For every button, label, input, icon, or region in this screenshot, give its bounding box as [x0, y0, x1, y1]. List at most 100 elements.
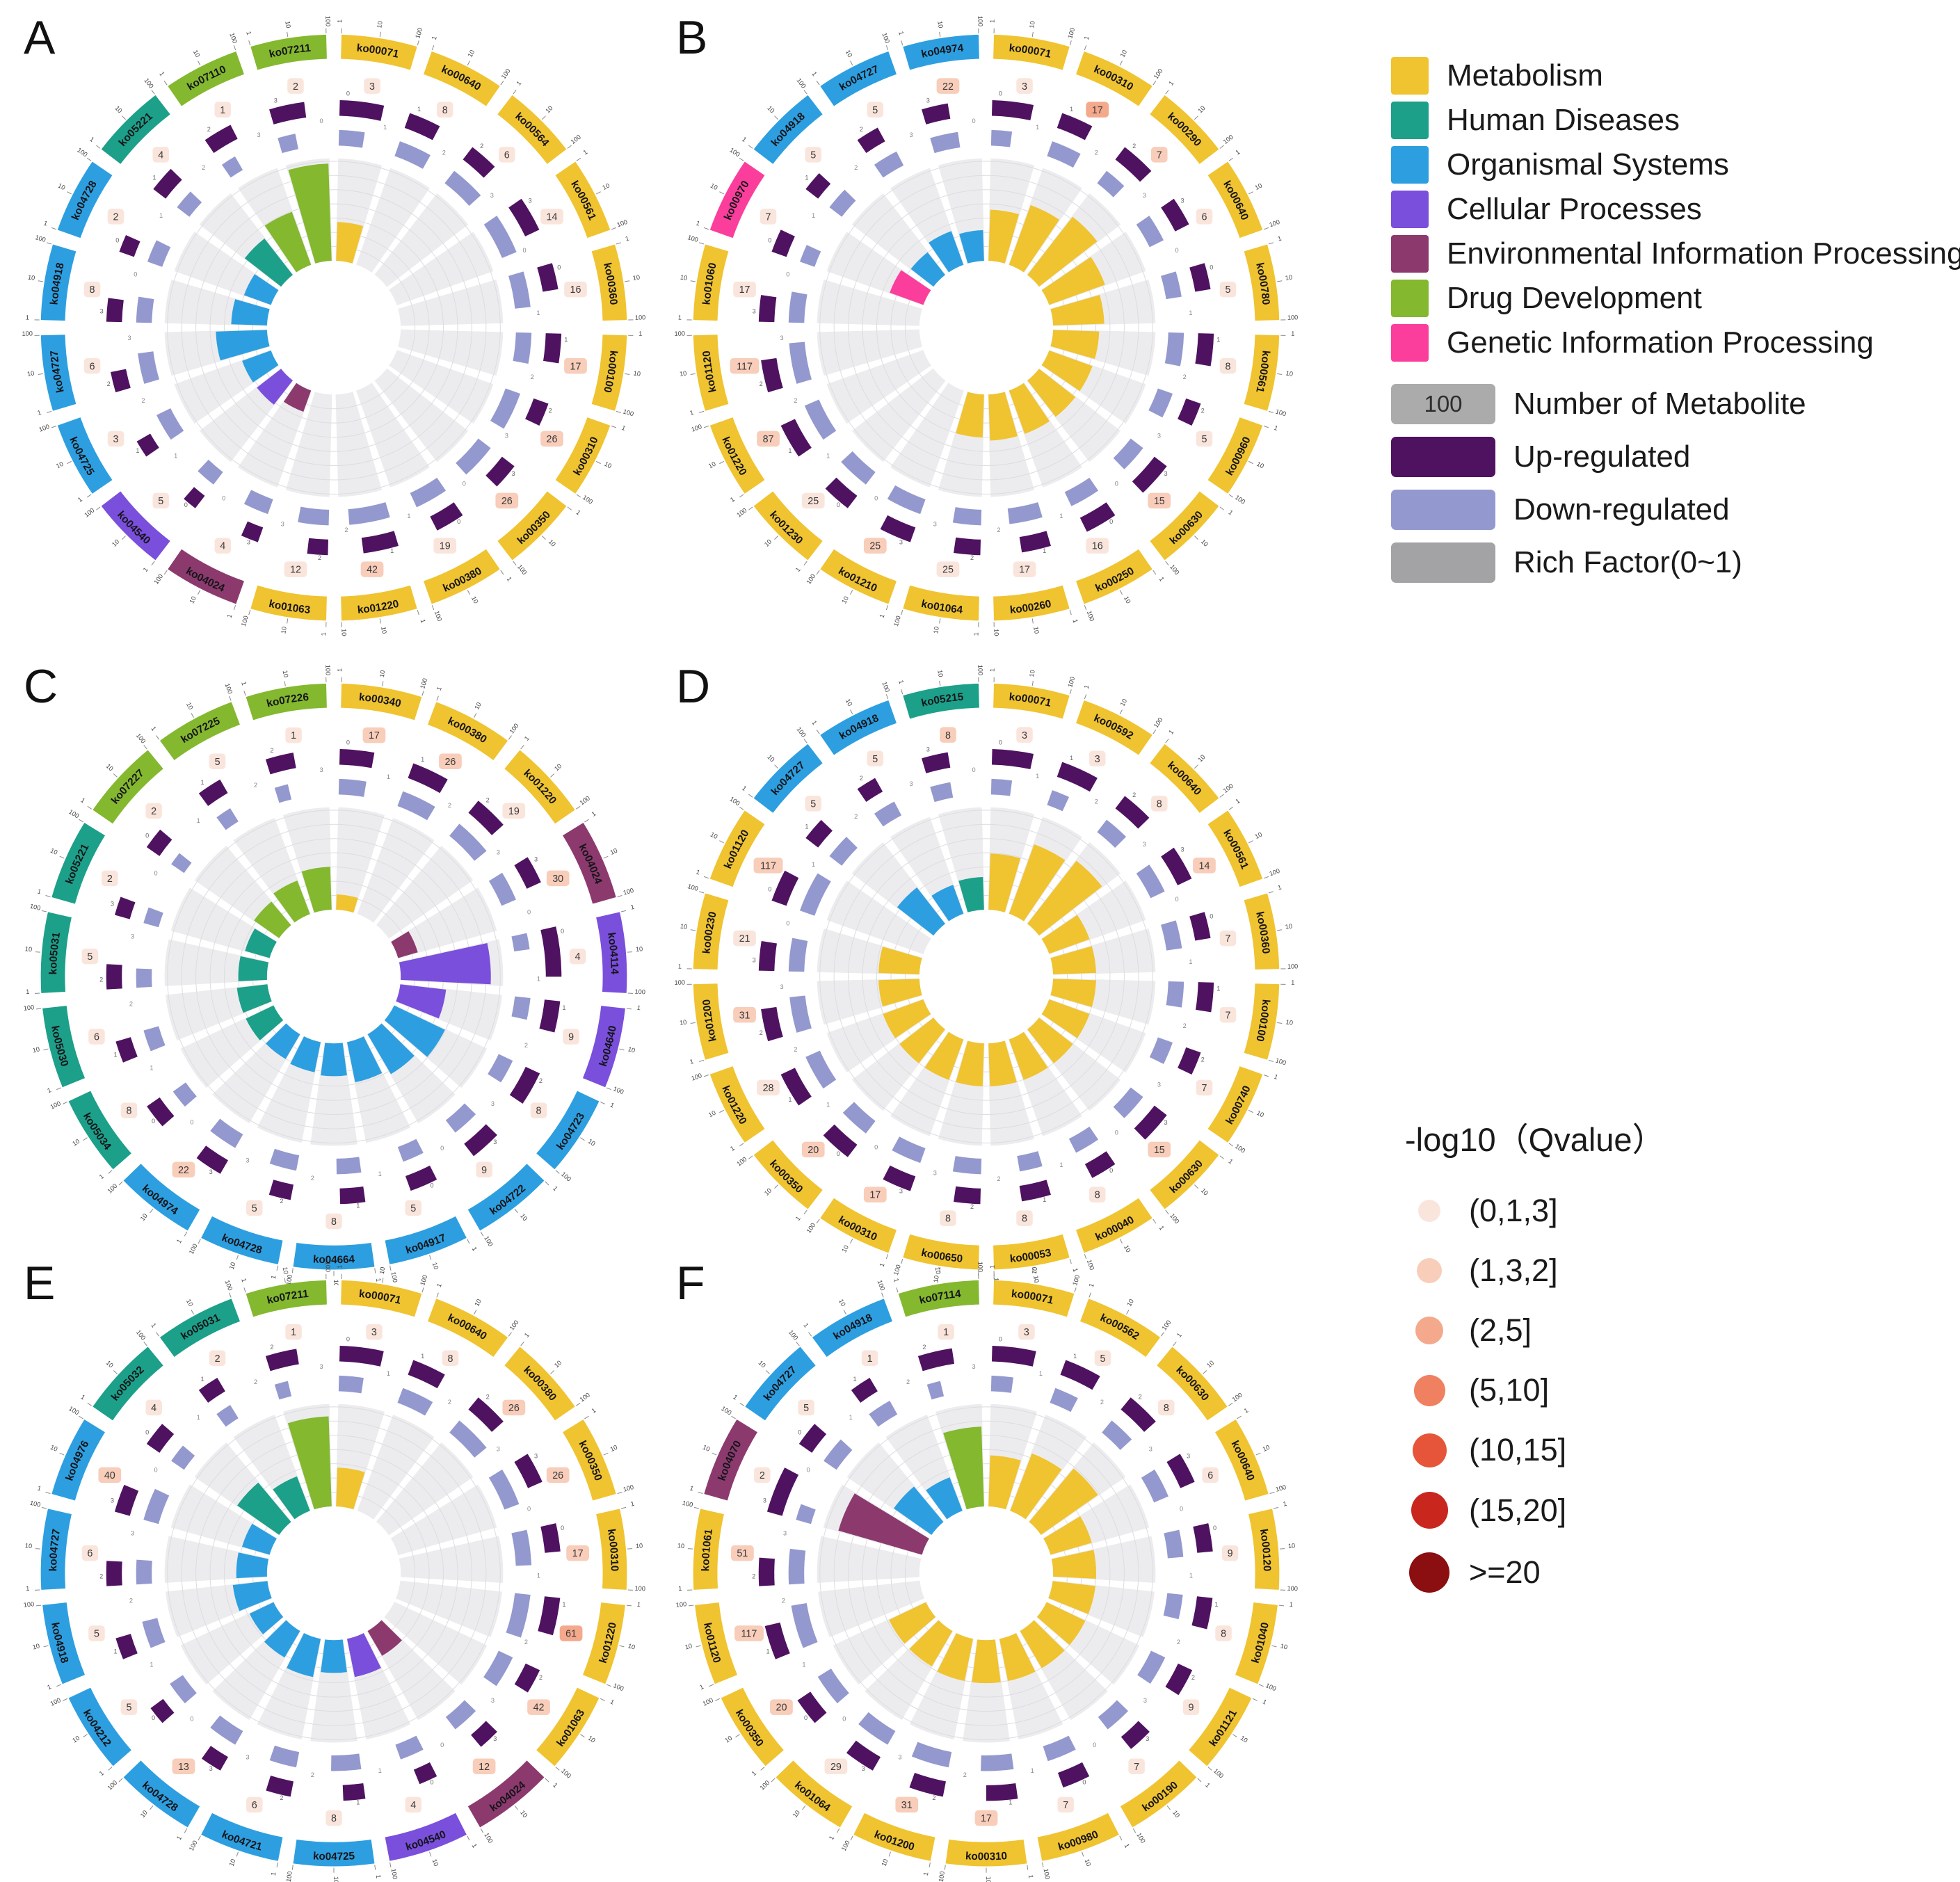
svg-text:3: 3 [933, 520, 937, 527]
svg-text:100: 100 [389, 1271, 399, 1283]
svg-text:3: 3 [933, 1169, 937, 1176]
svg-text:1: 1 [1070, 755, 1073, 762]
svg-text:3: 3 [1095, 754, 1100, 765]
svg-text:1: 1 [636, 1601, 641, 1608]
svg-text:2: 2 [129, 1597, 133, 1604]
svg-text:2: 2 [906, 1378, 910, 1385]
svg-text:61: 61 [565, 1629, 577, 1640]
svg-text:100: 100 [682, 1499, 693, 1509]
svg-text:100: 100 [612, 1085, 625, 1095]
svg-text:100: 100 [1234, 1143, 1246, 1155]
qvalue-bin-6: (15,20] [1405, 1492, 1665, 1529]
svg-text:2: 2 [293, 81, 298, 93]
svg-text:1: 1 [26, 988, 30, 995]
svg-text:5: 5 [94, 1629, 99, 1640]
svg-text:100: 100 [1275, 408, 1287, 417]
svg-text:ko00310: ko00310 [605, 1528, 620, 1571]
svg-text:10: 10 [1084, 1858, 1093, 1867]
svg-text:1: 1 [1083, 684, 1091, 690]
svg-text:1: 1 [435, 686, 443, 691]
svg-text:2: 2 [311, 1175, 314, 1182]
svg-text:10: 10 [837, 1298, 847, 1308]
svg-text:1: 1 [1043, 547, 1046, 554]
svg-text:13: 13 [178, 1762, 189, 1773]
svg-text:3: 3 [1180, 846, 1184, 853]
svg-text:3: 3 [491, 1697, 495, 1704]
svg-text:0: 0 [972, 766, 975, 773]
svg-text:17: 17 [572, 1548, 584, 1559]
pathway-segment: ko01061 1 10 100 2 3 51 [677, 1499, 806, 1592]
svg-text:5: 5 [126, 1703, 131, 1714]
svg-text:1: 1 [1216, 337, 1220, 344]
svg-text:8: 8 [331, 1813, 337, 1824]
svg-text:0: 0 [1115, 480, 1118, 487]
svg-text:1: 1 [356, 1799, 360, 1806]
svg-text:2: 2 [1100, 1399, 1104, 1406]
svg-text:10: 10 [609, 1444, 618, 1453]
svg-text:10: 10 [228, 1858, 237, 1867]
svg-text:100: 100 [570, 134, 582, 145]
drug-development-swatch [1391, 280, 1429, 317]
svg-text:9: 9 [1228, 1548, 1233, 1559]
svg-text:17: 17 [869, 1190, 881, 1201]
svg-text:10: 10 [985, 1876, 992, 1882]
svg-text:10: 10 [766, 753, 776, 763]
qvalue-circle [1418, 1200, 1440, 1222]
svg-text:2: 2 [1201, 1056, 1205, 1063]
svg-text:100: 100 [1152, 67, 1164, 80]
svg-text:100: 100 [1168, 563, 1180, 576]
svg-text:10: 10 [519, 1809, 529, 1819]
svg-text:14: 14 [1199, 861, 1210, 872]
svg-text:51: 51 [737, 1548, 748, 1559]
svg-text:1: 1 [678, 1585, 682, 1592]
svg-text:1: 1 [88, 136, 95, 143]
svg-text:0: 0 [561, 928, 564, 935]
svg-text:2: 2 [141, 397, 145, 404]
qvalue-bin-label: (0,1,3] [1469, 1193, 1558, 1228]
svg-text:100: 100 [560, 1171, 572, 1183]
svg-text:1: 1 [1243, 1407, 1250, 1415]
svg-text:100: 100 [892, 615, 902, 627]
svg-text:100: 100 [152, 573, 164, 586]
svg-text:1: 1 [636, 1004, 641, 1011]
svg-text:10: 10 [431, 1858, 440, 1867]
svg-text:22: 22 [942, 81, 954, 93]
pathway-segment: ko04114 1 10 100 0 1 4 [399, 903, 645, 995]
svg-text:0: 0 [440, 1145, 444, 1152]
svg-text:1: 1 [1039, 1370, 1043, 1377]
up-regulated-label: Up-regulated [1513, 440, 1691, 474]
svg-text:100: 100 [579, 1392, 591, 1404]
svg-text:3: 3 [898, 1753, 901, 1760]
svg-text:2: 2 [207, 126, 211, 133]
svg-text:1: 1 [878, 1262, 885, 1268]
svg-text:1: 1 [390, 547, 394, 554]
svg-text:2: 2 [539, 1674, 543, 1681]
qvalue-bin-3: (2,5] [1405, 1312, 1665, 1349]
svg-text:100: 100 [500, 67, 512, 80]
qvalue-bin-2: (1,3,2] [1405, 1253, 1665, 1289]
svg-text:10: 10 [1028, 669, 1036, 677]
panel-label-b: B [676, 11, 708, 64]
svg-text:1: 1 [471, 1246, 479, 1252]
svg-text:3: 3 [281, 520, 284, 527]
svg-text:10: 10 [609, 847, 618, 856]
svg-text:17: 17 [1019, 565, 1030, 576]
svg-text:2: 2 [1139, 1393, 1142, 1400]
svg-text:100: 100 [389, 1868, 399, 1880]
grid-rings [819, 161, 1153, 494]
svg-text:100: 100 [1275, 1056, 1287, 1066]
svg-text:0: 0 [527, 1506, 531, 1513]
svg-text:10: 10 [284, 20, 291, 29]
svg-text:1: 1 [245, 31, 252, 36]
svg-text:100: 100 [340, 629, 347, 636]
svg-text:0: 0 [837, 501, 840, 508]
svg-text:3: 3 [497, 848, 500, 855]
svg-text:17: 17 [1092, 105, 1103, 116]
qvalue-bin-label: >=20 [1469, 1554, 1541, 1590]
svg-text:10: 10 [332, 1876, 339, 1882]
legend-item-organismal-systems: Organismal Systems [1391, 146, 1960, 184]
